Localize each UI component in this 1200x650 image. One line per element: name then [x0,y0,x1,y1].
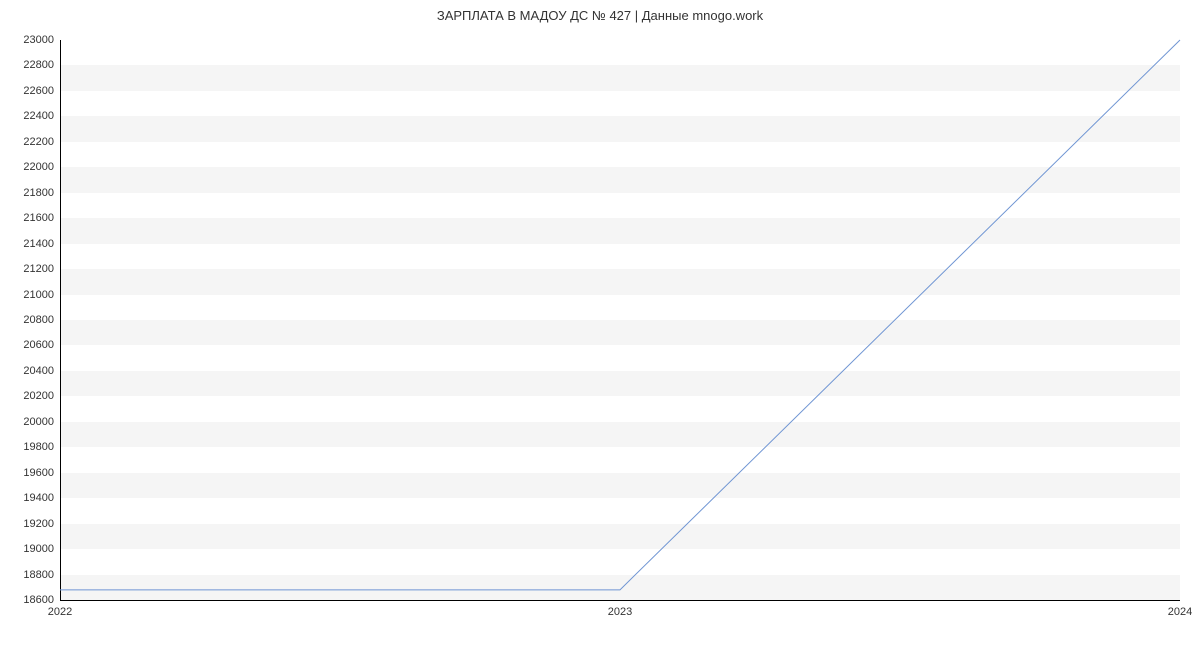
y-tick-label: 21400 [23,238,54,250]
x-axis-line [60,600,1180,601]
y-tick-label: 20400 [23,365,54,377]
x-tick-label: 2023 [608,606,632,618]
y-tick-label: 20600 [23,339,54,351]
x-tick-label: 2024 [1168,606,1192,618]
y-tick-label: 20200 [23,390,54,402]
y-tick-label: 20800 [23,314,54,326]
plot-area: 1860018800190001920019400196001980020000… [60,40,1180,600]
y-tick-label: 21000 [23,289,54,301]
x-tick-label: 2022 [48,606,72,618]
y-tick-label: 19000 [23,543,54,555]
y-tick-label: 21600 [23,212,54,224]
y-tick-label: 23000 [23,34,54,46]
y-tick-label: 19200 [23,518,54,530]
y-tick-label: 22600 [23,85,54,97]
y-tick-label: 21200 [23,263,54,275]
y-tick-label: 18600 [23,594,54,606]
y-tick-label: 18800 [23,569,54,581]
y-tick-label: 19600 [23,467,54,479]
y-tick-label: 22800 [23,59,54,71]
series-line-salary [60,40,1180,590]
y-tick-label: 20000 [23,416,54,428]
y-tick-label: 22200 [23,136,54,148]
salary-line-chart: ЗАРПЛАТА В МАДОУ ДС № 427 | Данные mnogo… [0,0,1200,650]
line-layer [60,40,1180,600]
y-tick-label: 22400 [23,110,54,122]
y-tick-label: 19800 [23,441,54,453]
y-tick-label: 19400 [23,492,54,504]
chart-title: ЗАРПЛАТА В МАДОУ ДС № 427 | Данные mnogo… [0,8,1200,23]
y-tick-label: 21800 [23,187,54,199]
y-tick-label: 22000 [23,161,54,173]
